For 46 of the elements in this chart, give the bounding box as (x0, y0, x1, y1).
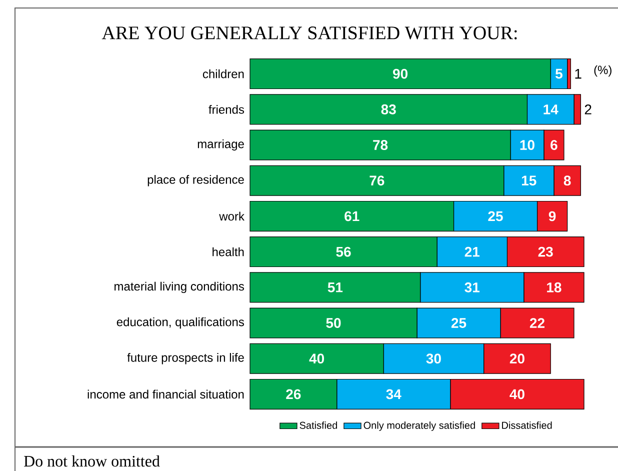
y-tick-label: health (212, 247, 244, 256)
y-tick-label: education, qualifications (116, 317, 244, 329)
legend-label: Satisfied (300, 422, 338, 429)
data-label: 1 (575, 68, 582, 79)
y-tick-label: material living conditions (114, 282, 244, 293)
data-label: 23 (538, 246, 553, 257)
data-label: 25 (451, 318, 466, 328)
y-tick-label: place of residence (148, 175, 244, 186)
data-label: 20 (510, 354, 524, 364)
data-label: 15 (522, 176, 536, 186)
data-label: 6 (550, 140, 558, 150)
y-tick-label: children (202, 69, 244, 78)
data-label: 14 (544, 104, 558, 114)
chart-title: ARE YOU GENERALLY SATISFIED WITH YOUR: (102, 26, 517, 40)
data-label: 34 (386, 389, 402, 400)
legend-label: Only moderately satisfied (364, 422, 475, 431)
data-label: 18 (547, 282, 562, 292)
data-label: 83 (381, 104, 396, 114)
y-tick-label: marriage (198, 139, 244, 151)
data-label: 40 (510, 389, 524, 400)
data-label: 26 (286, 389, 301, 400)
text: (%) (594, 65, 612, 77)
data-label: 61 (344, 211, 360, 222)
data-label: 22 (530, 318, 544, 328)
data-label: 10 (520, 140, 534, 150)
data-label: 25 (488, 211, 503, 222)
data-label: 5 (555, 68, 562, 79)
data-label: 76 (370, 176, 384, 186)
legend-label: Dissatisfied (502, 422, 552, 429)
text: Do not know omitted (24, 455, 160, 467)
data-label: 9 (548, 211, 556, 222)
data-label: 50 (326, 318, 341, 328)
data-label: 51 (328, 282, 343, 292)
y-tick-label: future prospects in life (127, 353, 244, 364)
data-label: 90 (393, 68, 408, 79)
data-label: 30 (426, 354, 441, 364)
data-label: 2 (584, 104, 592, 114)
y-tick-label: friends (208, 105, 244, 114)
data-label: 78 (373, 140, 388, 150)
data-label: 56 (336, 246, 351, 257)
data-label: 8 (564, 176, 571, 186)
data-label: 40 (309, 354, 324, 364)
data-label: 21 (464, 246, 480, 257)
data-label: 31 (464, 282, 480, 292)
y-tick-label: work (219, 212, 244, 221)
y-tick-label: income and financial situation (88, 390, 244, 399)
